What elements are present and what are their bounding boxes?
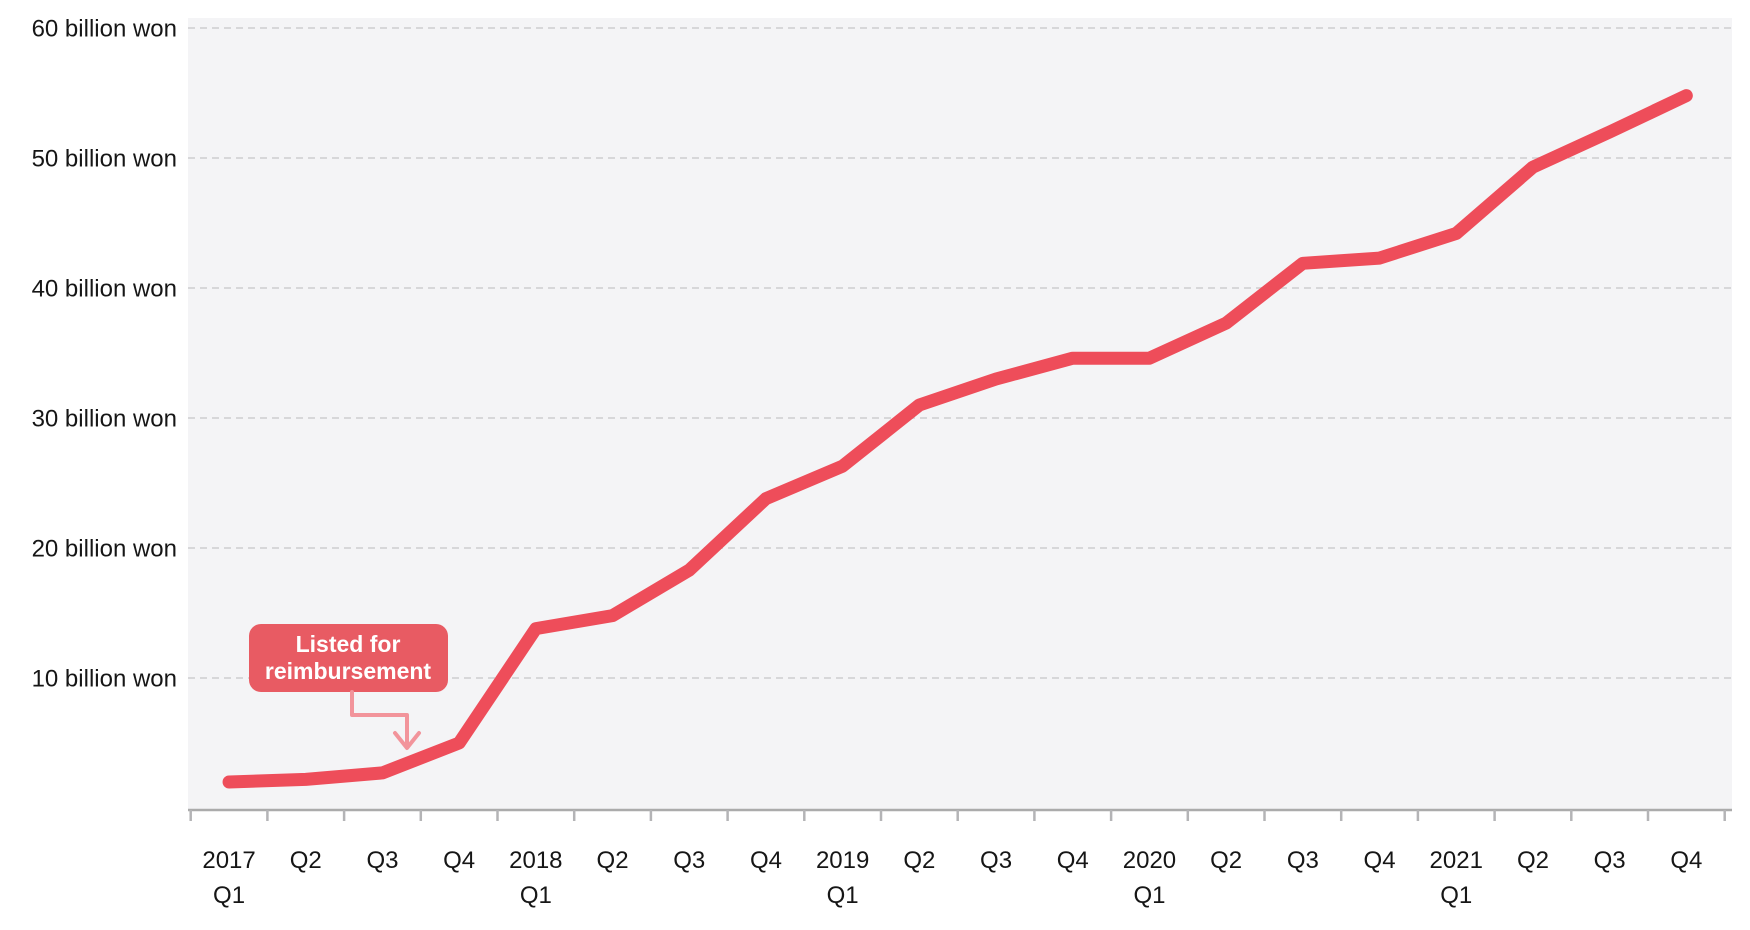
x-axis-label: Q4 (1364, 847, 1396, 874)
x-axis-label: Q3 (1287, 847, 1319, 874)
x-axis-label: 2018 (509, 847, 562, 874)
x-axis-label: Q2 (1517, 847, 1549, 874)
y-axis-label: 10 billion won (32, 666, 177, 693)
x-axis-label: Q4 (1057, 847, 1089, 874)
y-axis-label: 50 billion won (32, 146, 177, 173)
x-axis-label: 2017 (202, 847, 255, 874)
x-axis-label-q1: Q1 (520, 882, 552, 909)
annotation-arrow-shaft (350, 690, 409, 746)
x-axis-label: Q2 (903, 847, 935, 874)
x-axis-label: 2019 (816, 847, 869, 874)
x-axis-label: Q3 (673, 847, 705, 874)
x-axis-label: Q2 (290, 847, 322, 874)
annotation-arrow-head (393, 731, 421, 750)
sales-line (222, 89, 1693, 789)
x-axis-label: Q3 (366, 847, 398, 874)
annotation-text-line2: reimbursement (265, 658, 432, 684)
x-axis-label: Q2 (1210, 847, 1242, 874)
x-axis-label-q1: Q1 (1440, 882, 1472, 909)
y-axis-label: 20 billion won (32, 536, 177, 563)
x-axis-label: Q2 (597, 847, 629, 874)
x-axis-label-q1: Q1 (213, 882, 245, 909)
x-axis-label: Q4 (750, 847, 782, 874)
y-axis-label: 40 billion won (32, 276, 177, 303)
x-axis-label: 2021 (1430, 847, 1483, 874)
annotation-box (249, 624, 448, 692)
x-axis-label: Q4 (1670, 847, 1702, 874)
x-axis-label: 2020 (1123, 847, 1176, 874)
x-axis-label-q1: Q1 (827, 882, 859, 909)
x-axis-label: Q3 (1594, 847, 1626, 874)
x-axis-label: Q3 (980, 847, 1012, 874)
annotation-text-line1: Listed for (296, 631, 401, 657)
x-axis-label-q1: Q1 (1133, 882, 1165, 909)
x-axis-label: Q4 (443, 847, 475, 874)
y-axis-label: 30 billion won (32, 406, 177, 433)
y-axis-label: 60 billion won (32, 16, 177, 43)
